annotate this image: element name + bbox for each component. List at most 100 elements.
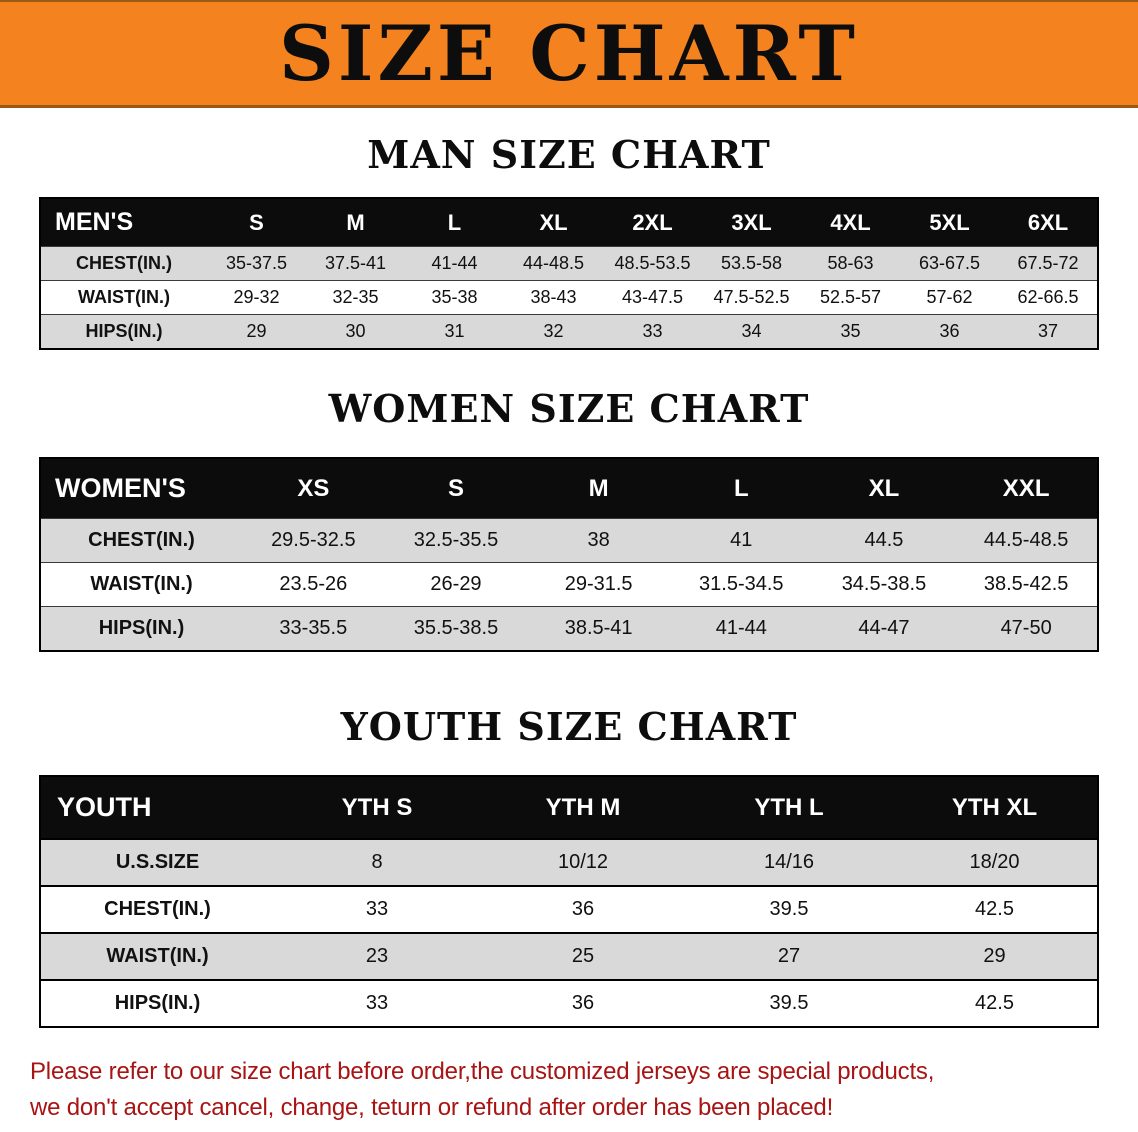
size-header-cell: L: [405, 198, 504, 247]
man-size-section: MAN SIZE CHART MEN'S S M L XL 2XL 3XL 4XL 5XL 6XL…: [0, 132, 1138, 350]
value-cell: 39.5: [769, 898, 809, 920]
value-cell: 47.5-52.5: [713, 287, 790, 307]
value-cell: 39.5: [769, 992, 809, 1014]
value-cell: 32: [543, 321, 564, 341]
value-cell: 52.5-57: [819, 287, 882, 307]
value-cell: 33: [365, 898, 389, 920]
value-cell: 67.5-72: [1017, 253, 1079, 273]
value-cell: 31: [444, 321, 465, 341]
value-cell: 10/12: [557, 851, 609, 873]
size-header-cell: YTH S: [274, 776, 480, 839]
value-cell: 37.5-41: [324, 253, 387, 273]
value-cell: 44-48.5: [522, 253, 585, 273]
size-header-cell: 5XL: [900, 198, 999, 247]
row-label-cell: CHEST(IN.): [88, 529, 195, 551]
table-header-row: MEN'S S M L XL 2XL 3XL 4XL 5XL 6XL: [40, 198, 1098, 247]
table-header-row: YOUTH YTH S YTH M YTH L YTH XL: [40, 776, 1098, 839]
value-cell: 29: [983, 945, 1006, 967]
disclaimer-note: Please refer to our size chart before or…: [30, 1054, 1108, 1126]
value-cell: 29-31.5: [564, 573, 633, 595]
measurement-row: WAIST(IN.) 23.5-26 26-29 29-31.5 31.5-34.5 34…: [40, 562, 1098, 607]
value-cell: 42.5: [975, 992, 1014, 1014]
measurement-row: HIPS(IN.) 33-35.5 35.5-38.5 38.5-41 41-44 44-…: [40, 606, 1098, 651]
value-cell: 35-38: [431, 287, 478, 307]
size-header-cell: XXL: [955, 458, 1098, 519]
women-size-section: WOMEN SIZE CHART WOMEN'S XS S M L XL XXL CHEST(…: [0, 386, 1138, 652]
size-header-cell: XS: [242, 458, 385, 519]
value-cell: 44-47: [858, 617, 910, 639]
value-cell: 41-44: [715, 617, 767, 639]
value-cell: 58-63: [827, 253, 874, 273]
value-cell: 27: [777, 945, 801, 967]
disclaimer-line-2: we don't accept cancel, change, teturn o…: [30, 1094, 834, 1121]
value-cell: 37: [1037, 321, 1059, 341]
row-label-cell: HIPS(IN.): [85, 321, 163, 341]
value-cell: 25: [571, 945, 595, 967]
youth-size-section: YOUTH SIZE CHART YOUTH YTH S YTH M YTH L YTH…: [0, 704, 1138, 1028]
size-header-cell: M: [306, 198, 405, 247]
size-header-cell: YTH XL: [892, 776, 1098, 839]
value-cell: 32.5-35.5: [413, 529, 499, 551]
value-cell: 31.5-34.5: [699, 573, 784, 595]
row-label-cell: HIPS(IN.): [114, 992, 201, 1014]
disclaimer-line-1: Please refer to our size chart before or…: [30, 1058, 935, 1085]
size-header-cell: XL: [812, 458, 956, 519]
row-label-cell: U.S.SIZE: [115, 851, 200, 873]
measurement-row: WAIST(IN.) 23 25 27 29: [40, 933, 1098, 980]
value-cell: 36: [939, 321, 960, 341]
value-cell: 30: [345, 321, 366, 341]
women-size-table: WOMEN'S XS S M L XL XXL CHEST(IN.) 29.5-32.5 32.5…: [39, 457, 1099, 652]
value-cell: 41-44: [431, 253, 478, 273]
value-cell: 38.5-41: [564, 617, 633, 639]
value-cell: 29: [246, 321, 267, 341]
value-cell: 43-47.5: [621, 287, 684, 307]
size-header-cell: YTH M: [480, 776, 686, 839]
value-cell: 35.5-38.5: [413, 617, 499, 639]
banner-title: SIZE CHART: [279, 8, 859, 98]
size-header-cell: S: [207, 198, 306, 247]
measurement-row: HIPS(IN.) 29 30 31 32 33 34 35 36 37: [40, 314, 1098, 349]
value-cell: 62-66.5: [1017, 287, 1079, 307]
value-cell: 47-50: [1000, 617, 1052, 639]
value-cell: 14/16: [763, 851, 815, 873]
value-cell: 42.5: [975, 898, 1014, 920]
measurement-row: CHEST(IN.) 33 36 39.5 42.5: [40, 886, 1098, 933]
value-cell: 36: [571, 992, 595, 1014]
value-cell: 35: [840, 321, 861, 341]
size-header-cell: S: [384, 458, 528, 519]
value-cell: 34.5-38.5: [841, 573, 927, 595]
size-header-cell: 4XL: [801, 198, 900, 247]
men-size-table: MEN'S S M L XL 2XL 3XL 4XL 5XL 6XL CHEST(IN.) 35-37…: [39, 197, 1099, 350]
value-cell: 38: [587, 529, 610, 551]
value-cell: 23: [365, 945, 389, 967]
measurement-row: U.S.SIZE 8 10/12 14/16 18/20: [40, 839, 1098, 886]
value-cell: 53.5-58: [720, 253, 783, 273]
value-cell: 29-32: [233, 287, 280, 307]
row-label-cell: WAIST(IN.): [90, 573, 193, 595]
measurement-row: HIPS(IN.) 33 36 39.5 42.5: [40, 980, 1098, 1027]
value-cell: 33-35.5: [279, 617, 348, 639]
measurement-row: CHEST(IN.) 35-37.5 37.5-41 41-44 44-48.5 48.5…: [40, 246, 1098, 281]
size-header-cell: 6XL: [999, 198, 1098, 247]
women-size-heading: WOMEN SIZE CHART: [328, 386, 810, 431]
value-cell: 23.5-26: [279, 573, 348, 595]
value-cell: 44.5: [864, 529, 904, 551]
value-cell: 63-67.5: [918, 253, 981, 273]
table-header-row: WOMEN'S XS S M L XL XXL: [40, 458, 1098, 519]
value-cell: 41: [730, 529, 753, 551]
value-cell: 38.5-42.5: [983, 573, 1069, 595]
youth-size-heading: YOUTH SIZE CHART: [340, 704, 798, 749]
size-header-cell: L: [669, 458, 813, 519]
value-cell: 38-43: [530, 287, 577, 307]
value-cell: 18/20: [969, 851, 1020, 873]
row-label-cell: CHEST(IN.): [76, 253, 172, 273]
value-cell: 34: [741, 321, 762, 341]
size-header-cell: YTH L: [686, 776, 892, 839]
value-cell: 44.5-48.5: [983, 529, 1069, 551]
table-title-cell: WOMEN'S: [40, 458, 242, 519]
size-chart-banner: SIZE CHART: [0, 0, 1138, 108]
size-header-cell: 3XL: [702, 198, 801, 247]
value-cell: 48.5-53.5: [614, 253, 691, 273]
table-title-cell: YOUTH: [40, 776, 274, 839]
